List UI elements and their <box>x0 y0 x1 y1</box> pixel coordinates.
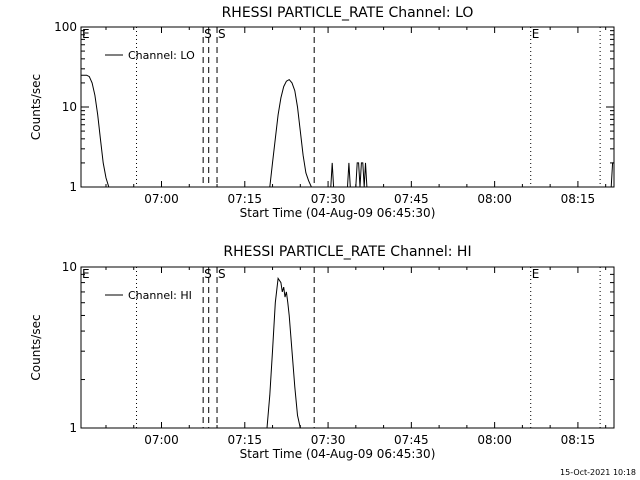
chart-title: RHESSI PARTICLE_RATE Channel: HI <box>223 244 471 260</box>
marker-label-e: E <box>532 27 540 41</box>
x-tick-label: 08:15 <box>561 192 596 206</box>
marker-label-s: S <box>218 27 226 41</box>
series-line <box>81 74 614 188</box>
series-line <box>266 276 301 429</box>
x-tick-label: 07:30 <box>311 433 346 447</box>
marker-label-s: S <box>204 27 212 41</box>
marker-label-s: S <box>204 267 212 281</box>
y-tick-label: 10 <box>62 100 77 114</box>
x-tick-label: 07:15 <box>227 192 262 206</box>
x-tick-label: 07:45 <box>394 433 429 447</box>
legend-label: Channel: HI <box>128 289 192 302</box>
y-tick-label: 10 <box>62 260 77 274</box>
x-tick-label: 07:00 <box>144 433 179 447</box>
plot-frame <box>80 266 615 429</box>
x-axis-label: Start Time (04-Aug-09 06:45:30) <box>240 206 436 220</box>
y-tick-label: 1 <box>69 180 77 194</box>
x-tick-label: 07:30 <box>311 192 346 206</box>
x-tick-label: 08:00 <box>477 433 512 447</box>
x-tick-label: 07:15 <box>227 433 262 447</box>
x-tick-label: 07:45 <box>394 192 429 206</box>
marker-label-e: E <box>82 27 90 41</box>
y-axis-label: Counts/sec <box>29 314 43 380</box>
marker-label-s: S <box>218 267 226 281</box>
footer-stamp: 15-Oct-2021 10:18 <box>560 468 636 477</box>
chart-panel-0: RHESSI PARTICLE_RATE Channel: LO 07:00 07:… <box>29 5 615 220</box>
y-axis-label: Counts/sec <box>29 74 43 140</box>
x-tick-label: 08:15 <box>561 433 596 447</box>
marker-label-e: E <box>532 267 540 281</box>
x-tick-label: 08:00 <box>477 192 512 206</box>
x-axis-label: Start Time (04-Aug-09 06:45:30) <box>240 447 436 461</box>
legend-label: Channel: LO <box>128 49 195 62</box>
chart-title: RHESSI PARTICLE_RATE Channel: LO <box>222 5 474 21</box>
y-tick-label: 100 <box>54 20 77 34</box>
y-tick-label: 1 <box>69 421 77 435</box>
marker-label-e: E <box>82 267 90 281</box>
chart-panel-1: RHESSI PARTICLE_RATE Channel: HI 07:00 07:… <box>29 244 615 461</box>
x-tick-label: 07:00 <box>144 192 179 206</box>
